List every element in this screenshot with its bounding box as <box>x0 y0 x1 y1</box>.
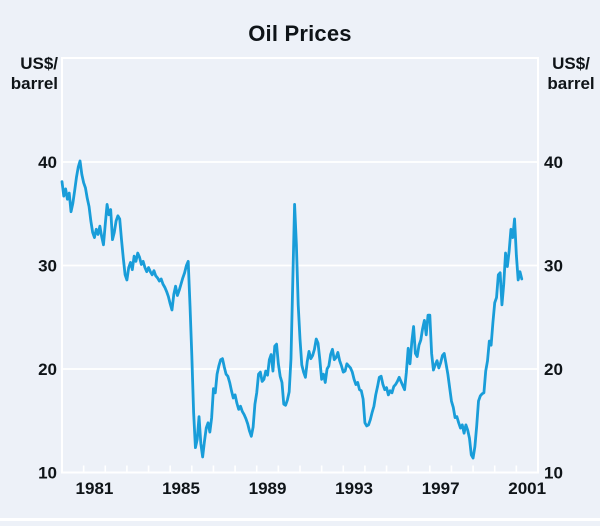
x-tick-label-1981: 1981 <box>76 479 114 498</box>
y-axis-unit-label-right: US$/ barrel <box>547 54 595 93</box>
x-tick-label-1993: 1993 <box>335 479 373 498</box>
x-axis-labels: 1981 1985 1989 1993 1997 2001 <box>76 479 547 498</box>
y-tick-label-left-10: 10 <box>38 464 57 483</box>
chart-title: Oil Prices <box>248 21 352 46</box>
y-tick-label-left-40: 40 <box>38 153 57 172</box>
x-tick-label-1997: 1997 <box>422 479 460 498</box>
x-tick-label-2001: 2001 <box>508 479 546 498</box>
x-tick-label-1989: 1989 <box>249 479 287 498</box>
figure-bottom-border <box>0 518 600 521</box>
y-axis-labels-right: 10 20 30 40 <box>544 153 563 483</box>
x-axis-ticks <box>61 465 539 473</box>
price-line <box>60 159 524 460</box>
y-tick-label-right-40: 40 <box>544 153 563 172</box>
y-tick-label-right-30: 30 <box>544 257 563 276</box>
oil-price-series-line <box>60 159 524 460</box>
x-tick-label-1985: 1985 <box>162 479 200 498</box>
plot-frame-rect <box>61 57 539 474</box>
y-tick-label-left-30: 30 <box>38 257 57 276</box>
y-tick-label-right-10: 10 <box>544 464 563 483</box>
y-axis-labels-left: 10 20 30 40 <box>38 153 57 483</box>
y-tick-label-right-20: 20 <box>544 360 563 379</box>
y-tick-label-left-20: 20 <box>38 360 57 379</box>
plot-frame <box>61 57 539 474</box>
y-axis-unit-label-left: US$/ barrel <box>10 54 58 93</box>
